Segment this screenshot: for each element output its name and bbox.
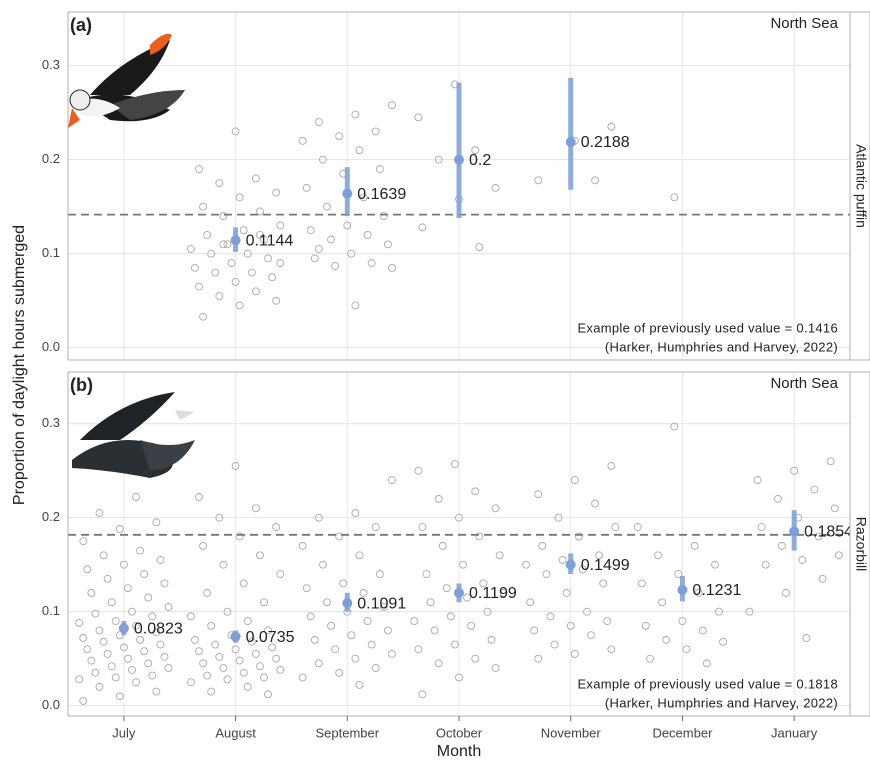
facet-strip-label: Atlantic puffin xyxy=(853,144,869,228)
mean-point xyxy=(454,588,464,598)
mean-point xyxy=(454,155,464,165)
mean-point xyxy=(342,598,352,608)
error-bar xyxy=(568,78,573,190)
x-tick-label: August xyxy=(215,725,256,740)
x-tick-label: November xyxy=(541,725,602,740)
y-tick-label: 0.1 xyxy=(42,603,60,618)
error-bar xyxy=(457,83,462,218)
mean-point xyxy=(231,235,241,245)
y-tick-label: 0.0 xyxy=(42,339,60,354)
value-label: 0.2188 xyxy=(581,134,630,151)
mean-point xyxy=(677,585,687,595)
mean-point xyxy=(342,189,352,199)
y-tick-label: 0.3 xyxy=(42,415,60,430)
x-tick-label: July xyxy=(112,725,136,740)
value-label: 0.1499 xyxy=(581,557,630,574)
x-tick-label: January xyxy=(771,725,818,740)
value-label: 0.1854 xyxy=(804,524,853,541)
value-label: 0.1639 xyxy=(357,186,406,203)
y-tick-label: 0.0 xyxy=(42,697,60,712)
x-tick-label: October xyxy=(436,725,483,740)
value-label: 0.1231 xyxy=(692,582,741,599)
x-tick-label: December xyxy=(652,725,713,740)
annotation: (Harker, Humphries and Harvey, 2022) xyxy=(605,339,838,354)
annotation: Example of previously used value = 0.181… xyxy=(577,676,838,691)
y-axis-label: Proportion of daylight hours submerged xyxy=(11,225,28,505)
mean-point xyxy=(231,632,241,642)
value-label: 0.2 xyxy=(469,152,491,169)
value-label: 0.0735 xyxy=(246,629,295,646)
facet-strip-label: Razorbill xyxy=(853,517,869,571)
x-tick-label: September xyxy=(315,725,379,740)
region-label: North Sea xyxy=(770,15,838,32)
annotation: Example of previously used value = 0.141… xyxy=(577,320,838,335)
y-tick-label: 0.2 xyxy=(42,509,60,524)
value-label: 0.1144 xyxy=(246,232,294,249)
region-label: North Sea xyxy=(770,375,838,392)
mean-point xyxy=(566,560,576,570)
value-label: 0.1199 xyxy=(469,585,517,602)
value-label: 0.1091 xyxy=(357,595,406,612)
y-tick-label: 0.3 xyxy=(42,57,60,72)
chart: Proportion of daylight hours submerged M… xyxy=(0,0,870,760)
y-tick-label: 0.2 xyxy=(42,151,60,166)
value-label: 0.0823 xyxy=(134,621,183,638)
annotation: (Harker, Humphries and Harvey, 2022) xyxy=(605,695,838,710)
mean-point xyxy=(789,526,799,536)
mean-point xyxy=(119,623,129,633)
panel-tag: (b) xyxy=(70,375,93,395)
y-tick-label: 0.1 xyxy=(42,245,60,260)
panel-tag: (a) xyxy=(70,15,92,35)
x-axis-label: Month xyxy=(437,743,481,760)
mean-point xyxy=(566,137,576,147)
